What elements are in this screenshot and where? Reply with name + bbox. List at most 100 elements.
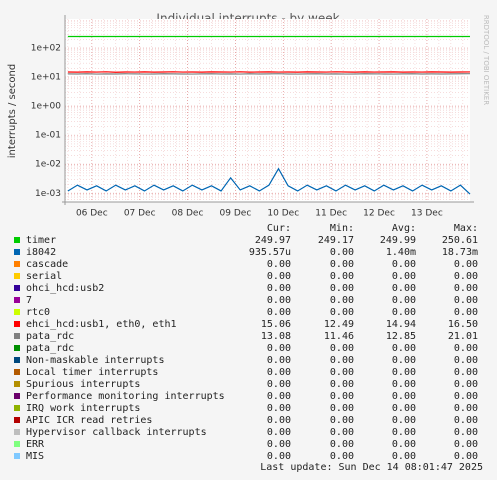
stat-value: 0.00 [392, 379, 416, 390]
stat-value: 0.00 [267, 343, 291, 354]
stat-value: 0.00 [330, 259, 354, 270]
stat-value: 0.00 [392, 427, 416, 438]
legend-swatch [14, 417, 20, 423]
stat-value: 0.00 [392, 259, 416, 270]
stat-value: 0.00 [330, 295, 354, 306]
legend-name: i8042 [26, 247, 56, 258]
stat-value: 18.73m [442, 247, 478, 258]
plot-area [65, 19, 470, 202]
legend-name: Non-maskable interrupts [26, 355, 164, 366]
stat-value: 0.00 [267, 415, 291, 426]
stat-value: 0.00 [454, 367, 478, 378]
legend-name: IRQ work interrupts [26, 403, 140, 414]
legend-swatch [14, 285, 20, 291]
stat-value: 0.00 [267, 367, 291, 378]
stat-value: 0.00 [267, 427, 291, 438]
y-tick-label: 1e+01 [31, 73, 61, 83]
stat-value: 15.06 [261, 319, 291, 330]
stat-value: 0.00 [454, 259, 478, 270]
side-text: RRDTOOL / TOBI OETIKER [482, 15, 490, 105]
stat-value: 0.00 [454, 379, 478, 390]
y-tick-label: 1e-03 [35, 189, 61, 199]
legend-name: APIC ICR read retries [26, 415, 152, 426]
legend-swatch [14, 249, 20, 255]
stat-value: 0.00 [392, 391, 416, 402]
stat-value: 0.00 [330, 247, 354, 258]
stat-value: 0.00 [267, 295, 291, 306]
legend-swatch [14, 333, 20, 339]
stat-value: 0.00 [330, 283, 354, 294]
legend-swatch [14, 297, 20, 303]
stat-value: 249.17 [318, 235, 354, 246]
x-tick-label: 06 Dec [76, 209, 108, 219]
stat-value: 0.00 [267, 355, 291, 366]
stat-value: 0.00 [330, 391, 354, 402]
stat-value: 0.00 [267, 391, 291, 402]
stat-value: 935.57u [249, 247, 291, 258]
table-header: Avg: [392, 223, 416, 234]
stat-value: 13.08 [261, 331, 291, 342]
legend-name: serial [26, 271, 62, 282]
legend-swatch [14, 429, 20, 435]
legend-swatch [14, 453, 20, 459]
stat-value: 0.00 [330, 439, 354, 450]
table-header: Max: [454, 223, 478, 234]
stat-value: 0.00 [267, 259, 291, 270]
stat-value: 0.00 [330, 415, 354, 426]
table-header: Min: [330, 223, 354, 234]
stat-value: 249.99 [380, 235, 416, 246]
legend-swatch [14, 369, 20, 375]
y-tick-label: 1e-02 [35, 160, 61, 170]
legend-swatch [14, 441, 20, 447]
stat-value: 0.00 [392, 451, 416, 462]
stat-value: 250.61 [442, 235, 478, 246]
stat-value: 0.00 [454, 415, 478, 426]
y-axis-label: interrupts / second [7, 64, 18, 158]
stat-value: 0.00 [330, 343, 354, 354]
legend-swatch [14, 237, 20, 243]
x-tick-label: 07 Dec [124, 209, 156, 219]
stat-value: 0.00 [330, 271, 354, 282]
stat-value: 0.00 [330, 427, 354, 438]
legend-swatch [14, 405, 20, 411]
stat-value: 16.50 [448, 319, 478, 330]
stat-value: 0.00 [267, 307, 291, 318]
stat-value: 0.00 [330, 367, 354, 378]
series-line [67, 167, 471, 195]
x-tick-label: 10 Dec [267, 209, 299, 219]
stat-value: 0.00 [267, 283, 291, 294]
legend-name: rtc0 [26, 307, 50, 318]
legend-name: 7 [26, 295, 32, 306]
stat-value: 1.40m [386, 247, 416, 258]
stat-value: 0.00 [267, 271, 291, 282]
stat-value: 0.00 [267, 451, 291, 462]
legend-name: pata_rdc [26, 343, 74, 354]
stat-value: 0.00 [454, 307, 478, 318]
x-tick-label: 09 Dec [220, 209, 252, 219]
stat-value: 0.00 [330, 451, 354, 462]
stat-value: 0.00 [392, 343, 416, 354]
stat-value: 0.00 [454, 439, 478, 450]
legend-name: ehci_hcd:usb1, eth0, eth1 [26, 319, 177, 330]
stat-value: 0.00 [330, 307, 354, 318]
legend-swatch [14, 261, 20, 267]
stat-value: 0.00 [392, 415, 416, 426]
stat-value: 0.00 [392, 307, 416, 318]
table-header: Cur: [267, 223, 291, 234]
stat-value: 0.00 [330, 379, 354, 390]
stat-value: 0.00 [392, 271, 416, 282]
stat-value: 0.00 [392, 295, 416, 306]
stat-value: 0.00 [330, 403, 354, 414]
legend-swatch [14, 381, 20, 387]
legend-swatch [14, 321, 20, 327]
stat-value: 0.00 [267, 379, 291, 390]
legend-name: ERR [26, 439, 45, 450]
legend-name: Performance monitoring interrupts [26, 391, 225, 402]
stat-value: 0.00 [454, 427, 478, 438]
stat-value: 0.00 [392, 367, 416, 378]
x-tick-label: 11 Dec [315, 209, 347, 219]
stat-value: 0.00 [267, 403, 291, 414]
legend-name: ohci_hcd:usb2 [26, 283, 104, 294]
stat-value: 0.00 [330, 355, 354, 366]
